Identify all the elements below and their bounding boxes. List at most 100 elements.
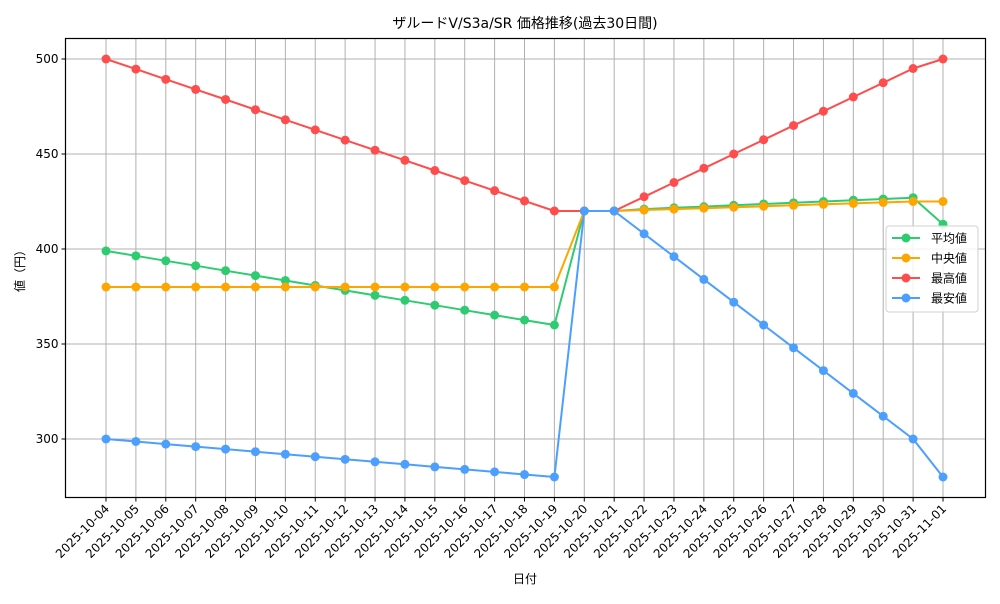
data-point-marker	[131, 282, 141, 292]
data-point-marker	[848, 388, 858, 398]
data-point-marker	[609, 206, 619, 216]
data-point-marker	[370, 290, 380, 300]
data-point-marker	[161, 282, 171, 292]
data-point-marker	[340, 282, 350, 292]
data-point-marker	[729, 202, 739, 212]
data-point-marker	[639, 229, 649, 239]
x-axis-label: 日付	[513, 572, 537, 586]
data-point-marker	[340, 454, 350, 464]
data-point-marker	[490, 282, 500, 292]
y-axis-label: 値（円）	[12, 244, 27, 292]
data-point-marker	[848, 92, 858, 102]
data-point-marker	[669, 178, 679, 187]
legend-label: 中央値	[931, 251, 967, 266]
data-point-marker	[250, 282, 260, 292]
data-point-marker	[848, 198, 858, 208]
legend-item: 最安値	[892, 291, 967, 306]
data-point-marker	[250, 105, 260, 115]
data-point-marker	[161, 74, 171, 84]
data-point-marker	[250, 271, 260, 281]
data-point-marker	[520, 470, 529, 480]
legend-marker-icon	[901, 273, 911, 283]
data-point-marker	[460, 176, 470, 186]
data-point-marker	[460, 305, 470, 315]
data-point-marker	[430, 166, 440, 176]
data-point-marker	[490, 467, 500, 477]
data-point-marker	[131, 64, 141, 74]
data-point-marker	[789, 200, 799, 210]
data-point-marker	[101, 282, 111, 292]
data-point-marker	[191, 84, 201, 94]
plot-frame	[64, 37, 987, 499]
legend-marker-icon	[901, 233, 911, 243]
data-point-marker	[549, 206, 559, 216]
data-point-marker	[400, 295, 410, 305]
data-point-marker	[549, 472, 559, 482]
y-tick-label: 350	[36, 337, 59, 351]
data-point-marker	[280, 449, 290, 459]
data-point-marker	[878, 197, 888, 207]
data-point-marker	[280, 282, 290, 292]
data-point-marker	[669, 204, 679, 214]
data-point-marker	[191, 442, 201, 452]
legend-item: 最高値	[892, 271, 967, 286]
y-tick-label: 400	[36, 242, 59, 256]
data-point-marker	[699, 274, 709, 284]
data-point-marker	[310, 125, 320, 135]
data-point-marker	[908, 197, 918, 206]
data-point-marker	[818, 199, 828, 209]
y-tick-label: 450	[36, 147, 59, 161]
data-point-marker	[280, 276, 290, 286]
data-point-marker	[938, 472, 948, 482]
data-point-marker	[699, 203, 709, 213]
data-point-marker	[131, 251, 141, 261]
legend-label: 最安値	[931, 291, 967, 306]
data-point-marker	[878, 78, 888, 88]
data-point-marker	[759, 135, 769, 145]
data-point-marker	[131, 436, 141, 446]
data-point-marker	[221, 282, 231, 292]
data-point-marker	[191, 282, 201, 292]
data-point-marker	[490, 310, 500, 320]
data-point-marker	[280, 115, 290, 125]
series-line	[101, 197, 948, 292]
data-point-marker	[400, 282, 410, 292]
data-point-marker	[430, 300, 440, 310]
data-point-marker	[908, 434, 918, 444]
data-point-marker	[460, 282, 470, 292]
data-point-marker	[699, 163, 709, 173]
data-point-marker	[520, 282, 529, 292]
data-point-marker	[101, 246, 111, 256]
legend-label: 平均値	[931, 231, 967, 246]
legend-marker-icon	[901, 293, 911, 303]
legend-label: 最高値	[931, 271, 967, 286]
data-point-marker	[818, 366, 828, 376]
data-point-marker	[101, 54, 111, 64]
data-point-marker	[789, 121, 799, 130]
data-point-marker	[221, 444, 231, 454]
chart-title: ザルードV/S3a/SR 価格推移(過去30日間)	[392, 16, 657, 32]
data-point-marker	[908, 64, 918, 73]
data-point-marker	[250, 447, 260, 457]
y-tick-label: 300	[36, 432, 59, 446]
data-point-marker	[938, 197, 948, 206]
legend-item: 平均値	[892, 231, 967, 246]
data-point-marker	[789, 343, 799, 353]
data-point-marker	[549, 320, 559, 330]
data-point-marker	[161, 439, 171, 449]
data-point-marker	[490, 186, 500, 196]
data-point-marker	[430, 282, 440, 292]
data-point-marker	[639, 192, 649, 202]
data-point-marker	[340, 135, 350, 145]
data-point-marker	[639, 205, 649, 215]
data-point-marker	[759, 201, 769, 211]
series-line	[101, 206, 948, 482]
legend-item: 中央値	[892, 251, 967, 266]
legend-box	[885, 225, 979, 313]
data-point-marker	[221, 94, 231, 104]
data-point-marker	[938, 54, 948, 64]
